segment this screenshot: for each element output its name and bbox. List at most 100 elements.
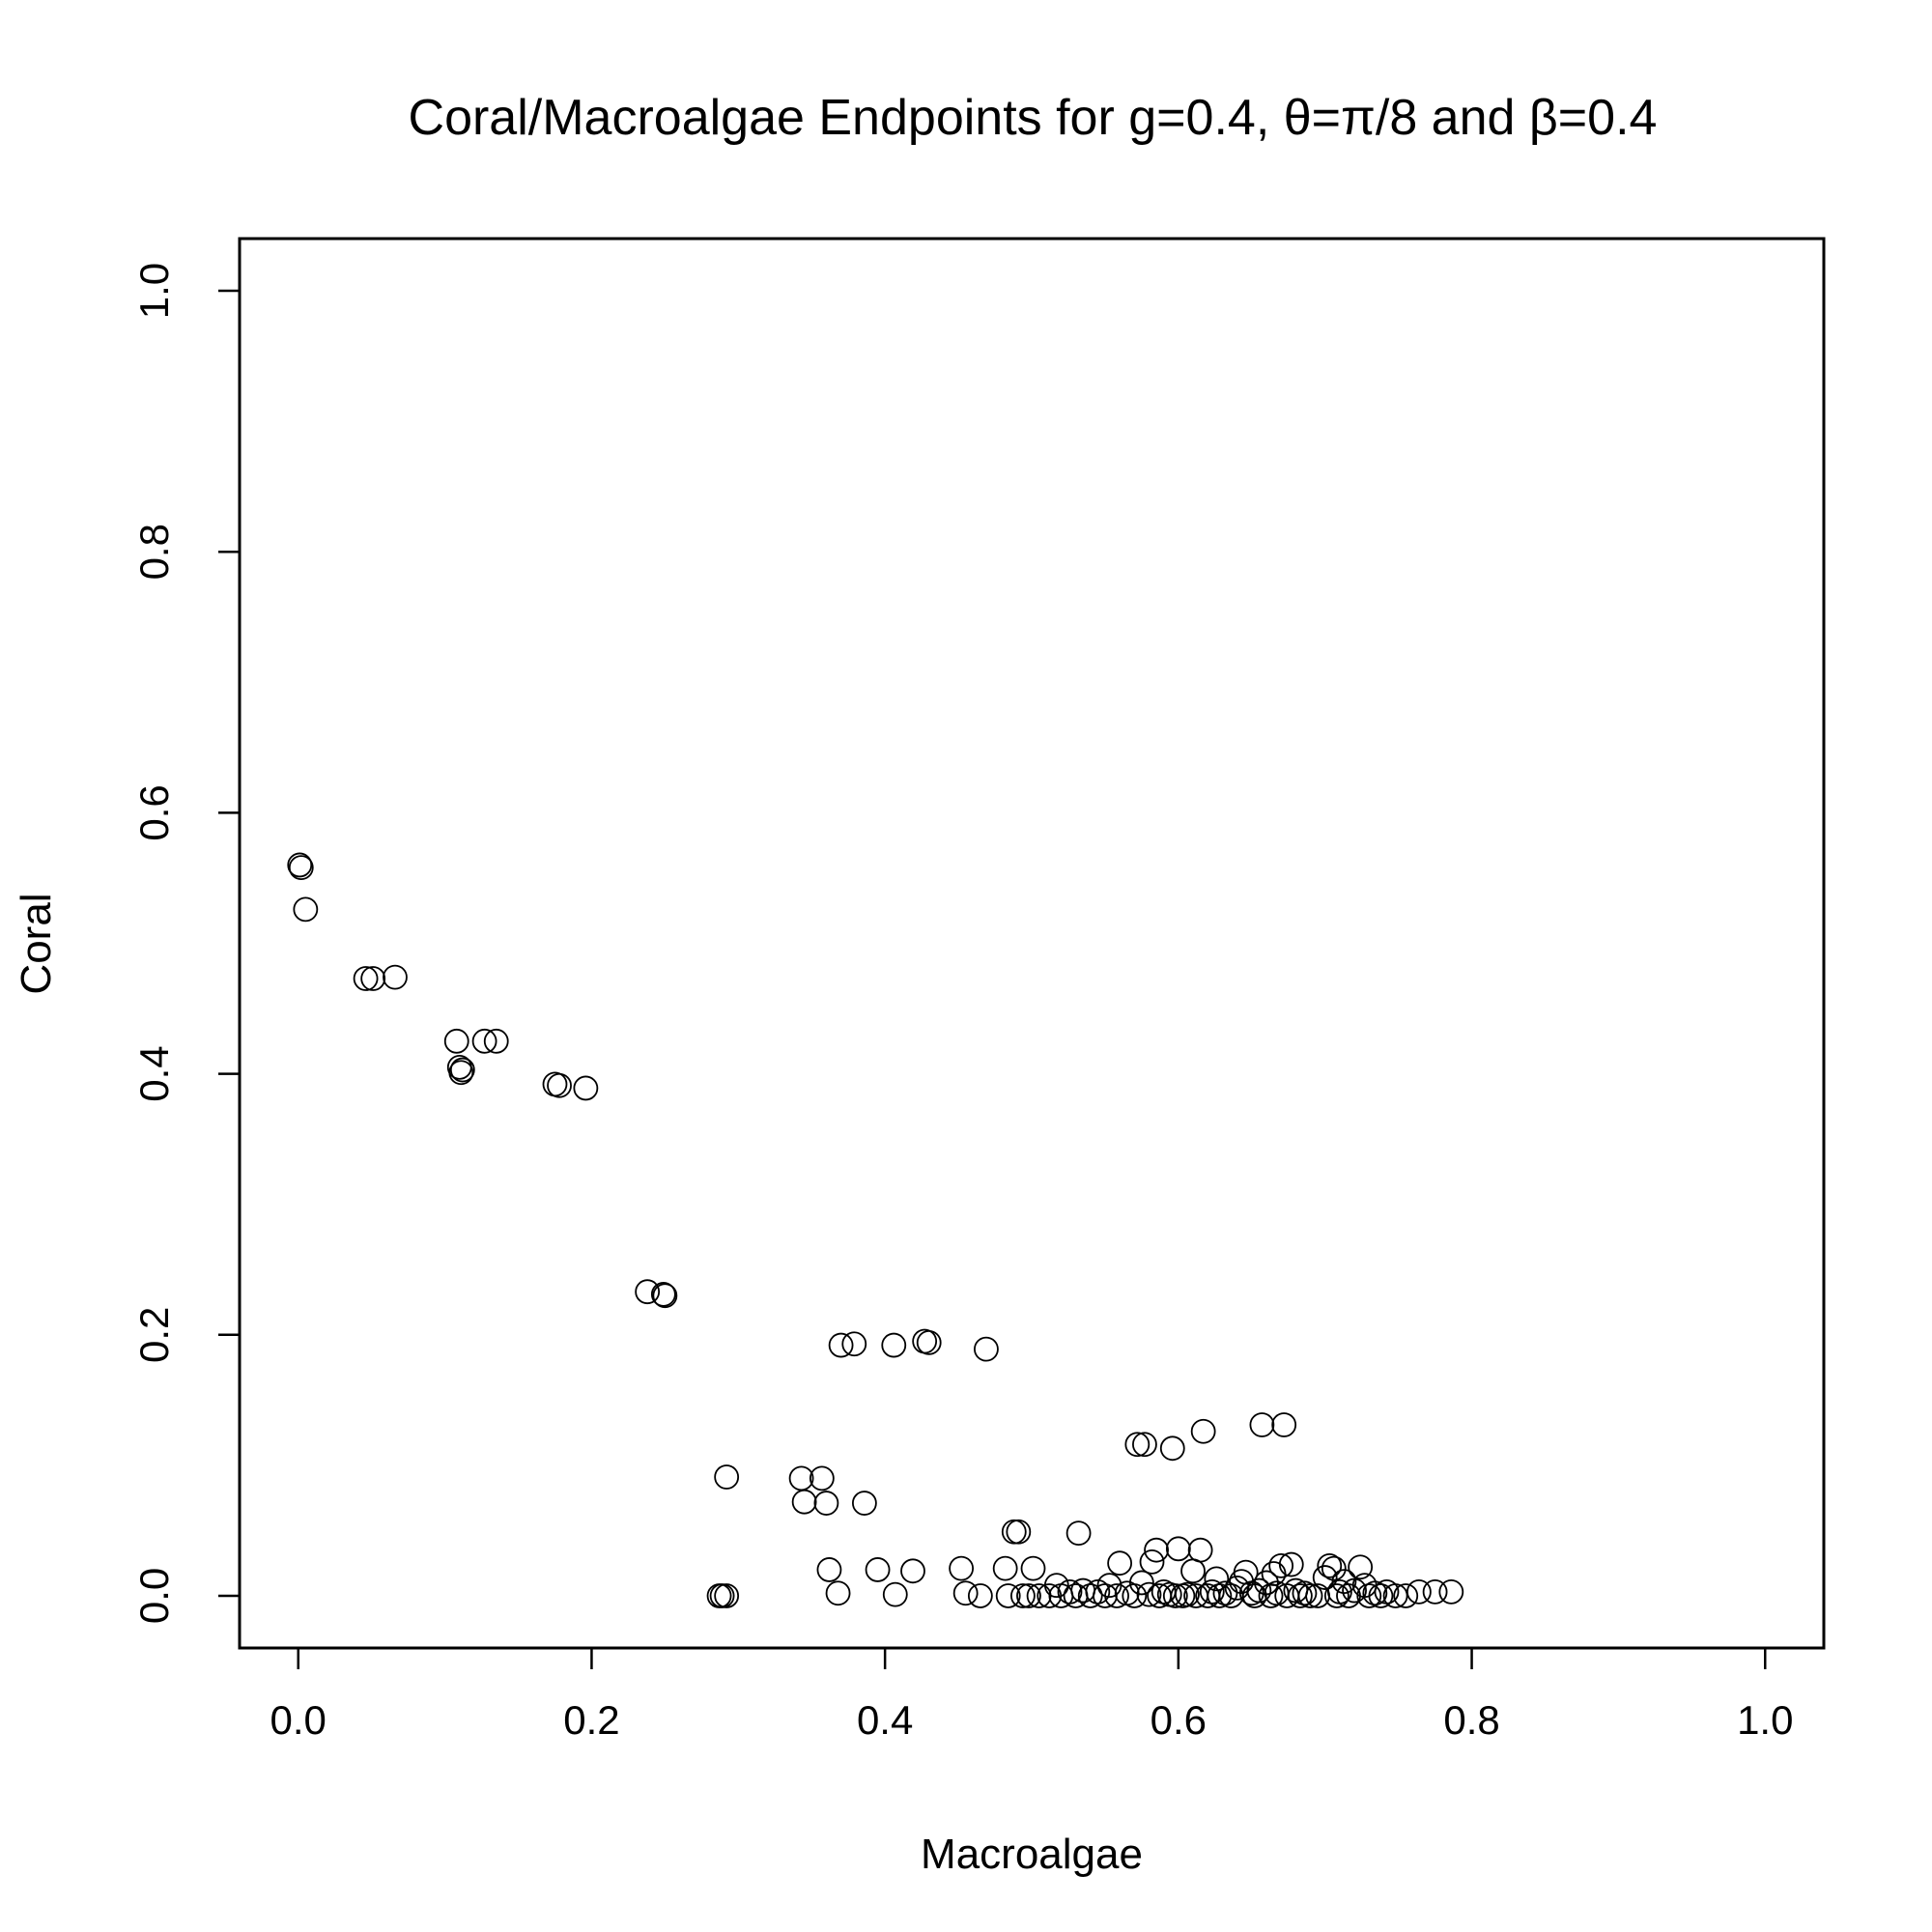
data-point <box>471 1028 497 1054</box>
data-point <box>1093 1583 1118 1608</box>
data-point <box>916 1329 942 1355</box>
data-point <box>1065 1520 1092 1547</box>
data-point <box>1207 1583 1233 1608</box>
data-point <box>1246 1577 1272 1604</box>
data-point <box>1199 1579 1225 1605</box>
data-point <box>825 1580 851 1606</box>
y-tick-label: 0.4 <box>131 1045 177 1101</box>
data-point <box>1297 1583 1323 1608</box>
data-point <box>293 896 319 923</box>
data-point <box>353 966 379 991</box>
data-point <box>652 1283 678 1309</box>
data-point <box>1348 1554 1374 1580</box>
data-point <box>912 1328 938 1354</box>
y-tick-label: 0.8 <box>131 524 177 580</box>
data-point <box>1077 1583 1103 1608</box>
data-point <box>1331 1569 1357 1595</box>
x-tick-label: 0.8 <box>1443 1697 1499 1743</box>
data-point <box>900 1558 925 1584</box>
data-point <box>573 1075 599 1101</box>
data-point <box>635 1279 661 1305</box>
y-tick-label: 0.2 <box>131 1307 177 1363</box>
data-point <box>1144 1537 1169 1563</box>
x-tick-label: 0.0 <box>270 1697 327 1743</box>
data-point <box>1063 1583 1089 1608</box>
data-point <box>1001 1519 1027 1545</box>
data-point <box>1362 1580 1388 1606</box>
data-point <box>1271 1412 1297 1437</box>
data-point <box>851 1491 877 1516</box>
data-point <box>1292 1580 1318 1606</box>
data-point <box>1139 1548 1165 1575</box>
data-point <box>360 966 386 991</box>
data-point <box>714 1464 740 1490</box>
y-axis-label: Coral <box>13 893 60 994</box>
data-point <box>448 1060 474 1086</box>
data-point <box>1393 1583 1419 1608</box>
data-point <box>1312 1565 1338 1590</box>
data-point <box>449 1057 475 1083</box>
data-point <box>483 1028 509 1054</box>
data-point <box>1180 1558 1206 1584</box>
data-point <box>992 1555 1018 1581</box>
data-point <box>1128 1570 1154 1596</box>
data-point <box>1268 1552 1294 1578</box>
data-point <box>1356 1583 1382 1608</box>
data-point <box>1278 1551 1304 1577</box>
y-tick-label: 0.6 <box>131 784 177 840</box>
data-point <box>1287 1583 1313 1608</box>
data-point <box>1057 1579 1083 1605</box>
data-point <box>995 1583 1021 1608</box>
data-point <box>1249 1412 1275 1437</box>
data-point <box>1085 1579 1111 1605</box>
data-point <box>383 964 408 990</box>
x-axis: 0.0 0.2 0.4 0.6 0.8 1.0 <box>270 1646 1793 1743</box>
data-point <box>1026 1583 1052 1608</box>
data-point <box>974 1336 999 1362</box>
data-point <box>1212 1580 1238 1606</box>
data-point <box>1104 1583 1129 1608</box>
data-point <box>1175 1581 1200 1607</box>
data-point <box>816 1557 842 1582</box>
data-point <box>1016 1583 1041 1608</box>
chart-title: Coral/Macroalgae Endpoints for g=0.4, θ=… <box>409 90 1658 146</box>
x-tick-label: 1.0 <box>1737 1697 1793 1743</box>
data-point <box>1224 1575 1250 1601</box>
x-tick-label: 0.4 <box>857 1697 913 1743</box>
plot-frame <box>238 237 1826 1650</box>
data-point <box>813 1491 839 1516</box>
data-point <box>828 1332 854 1358</box>
data-point <box>1009 1583 1036 1608</box>
data-point <box>1122 1583 1148 1608</box>
data-point <box>443 1028 469 1054</box>
data-point <box>881 1332 907 1358</box>
data-point <box>288 855 314 881</box>
data-point <box>882 1581 908 1607</box>
data-point <box>1159 1435 1185 1462</box>
data-point <box>949 1555 975 1581</box>
x-tick-label: 0.2 <box>563 1697 619 1743</box>
data-point <box>1187 1537 1213 1563</box>
y-tick-label: 1.0 <box>131 263 177 319</box>
data-point <box>1043 1573 1069 1599</box>
x-axis-label: Macroalgae <box>921 1831 1143 1878</box>
data-point <box>1020 1555 1046 1581</box>
data-point <box>1132 1432 1157 1458</box>
data-point <box>1406 1579 1432 1605</box>
data-point <box>650 1281 676 1307</box>
data-point <box>791 1489 817 1515</box>
data-point <box>1254 1570 1279 1596</box>
data-point <box>1382 1583 1408 1608</box>
y-axis: 0.0 0.2 0.4 0.6 0.8 1.0 <box>131 263 242 1624</box>
data-point <box>841 1331 867 1357</box>
data-point <box>952 1580 979 1606</box>
data-point <box>287 852 313 878</box>
y-tick-label: 0.0 <box>131 1568 177 1624</box>
data-point <box>1107 1550 1133 1577</box>
data-point <box>714 1583 740 1608</box>
data-point <box>1204 1566 1230 1592</box>
data-point <box>1368 1583 1394 1608</box>
data-point <box>542 1071 568 1097</box>
data-point <box>547 1072 572 1098</box>
